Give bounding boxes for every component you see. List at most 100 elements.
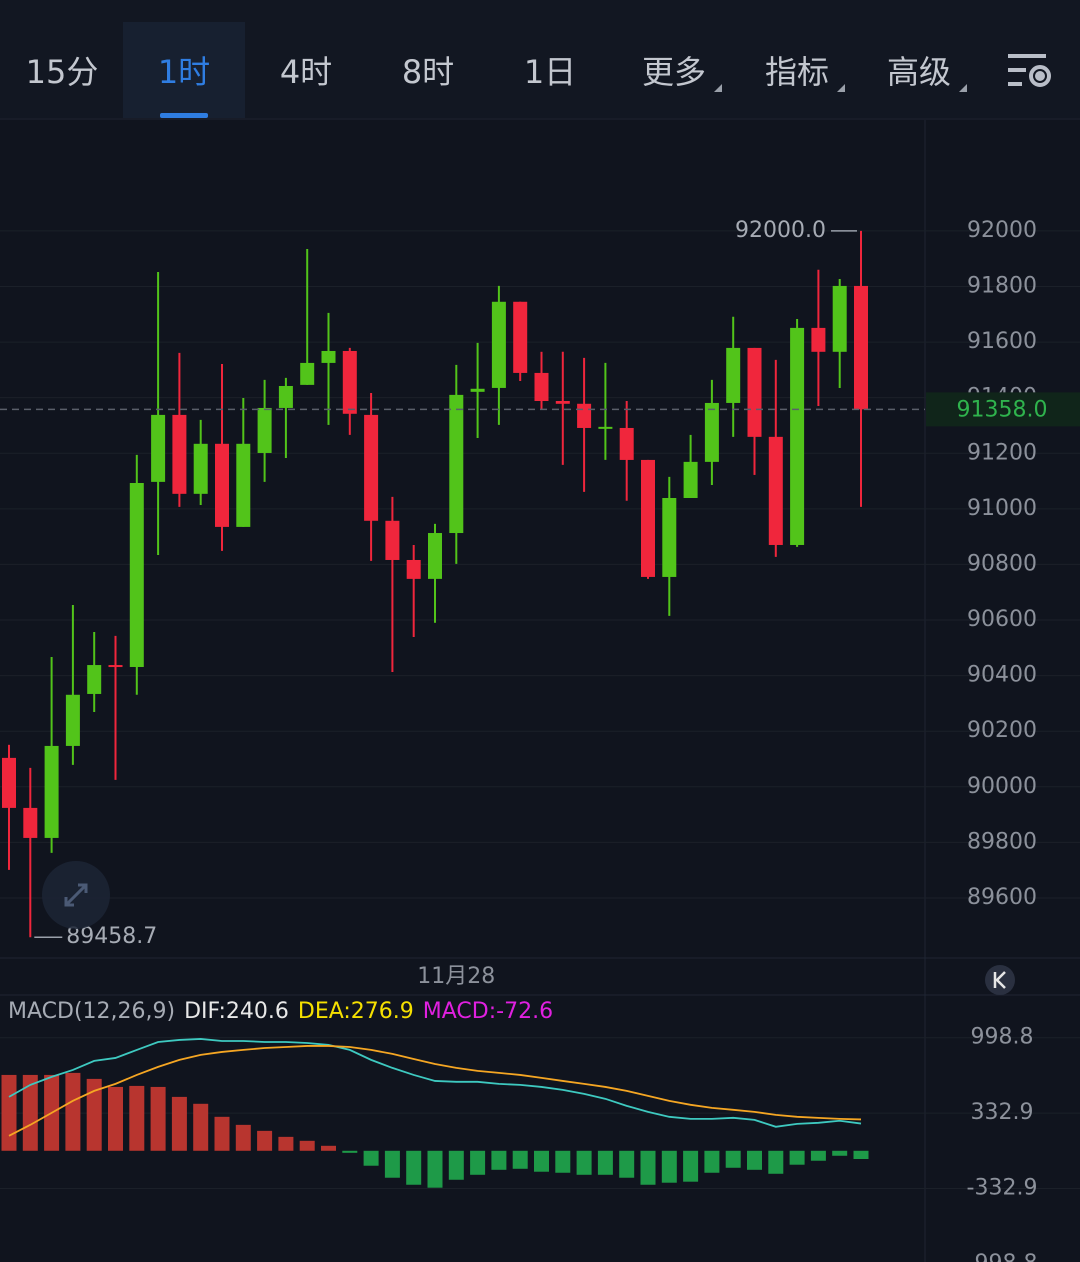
candle-body — [300, 362, 315, 385]
candle-body — [364, 414, 379, 521]
tab[interactable]: 8时 — [402, 53, 454, 91]
macd-bar — [299, 1140, 315, 1151]
macd-bar — [832, 1150, 848, 1156]
macd-bar — [321, 1145, 336, 1151]
candle-body — [236, 443, 251, 527]
tabs: 15分 1时 4时 8时 1日 更多 指标 高级 — [26, 22, 967, 118]
macd-bar — [534, 1150, 549, 1172]
dropdown-mark — [714, 84, 722, 92]
last-price-label: 91358.0 — [957, 397, 1048, 422]
y-tick-label: 91600 — [967, 329, 1037, 354]
candle-body — [449, 394, 464, 534]
macd-bar — [597, 1150, 613, 1175]
macd-bar — [342, 1150, 358, 1153]
candle-body — [811, 327, 826, 352]
y-tick-label: 90600 — [967, 607, 1037, 632]
tab[interactable]: 指标 — [765, 53, 829, 91]
candle-body — [790, 327, 805, 545]
candle-body — [23, 807, 38, 838]
y-tick-label: 90000 — [967, 774, 1037, 799]
macd-line — [8, 1045, 862, 1137]
y-tick-label: 90200 — [967, 718, 1037, 743]
candle-body — [321, 350, 336, 363]
macd-bar — [129, 1085, 145, 1151]
macd-bar — [171, 1096, 187, 1151]
scroll-end-button[interactable] — [985, 965, 1015, 995]
macd-bar — [768, 1150, 784, 1174]
settings-icon[interactable] — [1008, 54, 1051, 87]
y-tick-label: -998.8 — [967, 1251, 1038, 1262]
macd-bar — [86, 1078, 102, 1151]
y-tick-label: 89600 — [967, 885, 1037, 910]
macd-bar — [810, 1150, 826, 1161]
candle-body — [832, 285, 847, 352]
legend-entry: DIF:240.6 — [184, 999, 289, 1024]
candle-body — [193, 443, 208, 494]
macd-bar — [278, 1136, 294, 1151]
macd-line — [8, 1038, 862, 1128]
tab[interactable]: 15分 — [26, 53, 99, 91]
candle-body — [87, 665, 102, 694]
candle-body — [65, 694, 80, 746]
candle-body — [491, 301, 506, 388]
legend-entry: MACD:-72.6 — [423, 999, 553, 1024]
macd-bar — [214, 1116, 230, 1151]
macd-bar — [1, 1074, 17, 1151]
x-tick-label: 11月28 — [417, 964, 495, 989]
tab-selected-bg — [123, 22, 245, 118]
candle-body — [385, 520, 400, 560]
candle-body — [747, 347, 762, 437]
macd-bar — [150, 1086, 166, 1151]
macd-bar — [640, 1150, 656, 1185]
macd-bar — [65, 1072, 81, 1151]
y-tick-label: 90800 — [967, 551, 1037, 576]
tab[interactable]: 1日 — [524, 53, 576, 91]
y-tick-label: 89800 — [967, 829, 1037, 854]
candle-body — [470, 388, 485, 392]
macd-bar — [363, 1150, 379, 1166]
candle-body — [129, 482, 144, 667]
candle-body — [619, 427, 634, 460]
dropdown-mark — [837, 84, 845, 92]
macd-bar — [108, 1086, 123, 1151]
macd-bar — [22, 1074, 38, 1151]
macd-bar — [619, 1150, 635, 1178]
candle-body — [641, 459, 655, 577]
macd-bar — [661, 1150, 677, 1183]
y-tick-label: 90400 — [967, 663, 1037, 688]
macd-bar — [448, 1150, 464, 1180]
y-tick-label: 332.9 — [971, 1100, 1034, 1125]
candle-body — [151, 414, 166, 482]
candle-body — [854, 285, 868, 410]
tab[interactable]: 1时 — [158, 53, 210, 91]
plot: 89600 89800 90000 90200 90400 90600 90800 91000… — [0, 218, 1080, 1262]
candle-body — [257, 407, 272, 453]
candle-body — [534, 372, 549, 402]
macd-bar — [704, 1150, 720, 1173]
candle-body — [44, 745, 59, 838]
y-tick-label: 998.8 — [971, 1025, 1034, 1050]
candle-body — [406, 559, 421, 579]
candle-body — [577, 403, 592, 428]
candle-body — [172, 414, 187, 494]
macd-bar — [427, 1150, 443, 1188]
expand-button[interactable] — [42, 861, 110, 929]
candle-body — [513, 301, 528, 373]
legend-entry: DEA:276.9 — [298, 999, 414, 1024]
candle-body — [683, 461, 698, 499]
y-tick-label: 92000 — [967, 218, 1037, 243]
macd-bar — [406, 1150, 422, 1185]
indicator-name: MACD(12,26,9) — [8, 999, 175, 1024]
macd-bar — [576, 1150, 592, 1175]
candle-body — [108, 665, 123, 668]
tab[interactable]: 高级 — [887, 53, 951, 91]
y-tick-label: -332.9 — [967, 1175, 1038, 1200]
tab-indicator — [160, 113, 208, 118]
candle-body — [215, 443, 229, 527]
candle-body — [704, 402, 719, 462]
tab[interactable]: 更多 — [642, 53, 706, 91]
tab[interactable]: 4时 — [280, 53, 332, 91]
candle-body — [428, 533, 442, 579]
